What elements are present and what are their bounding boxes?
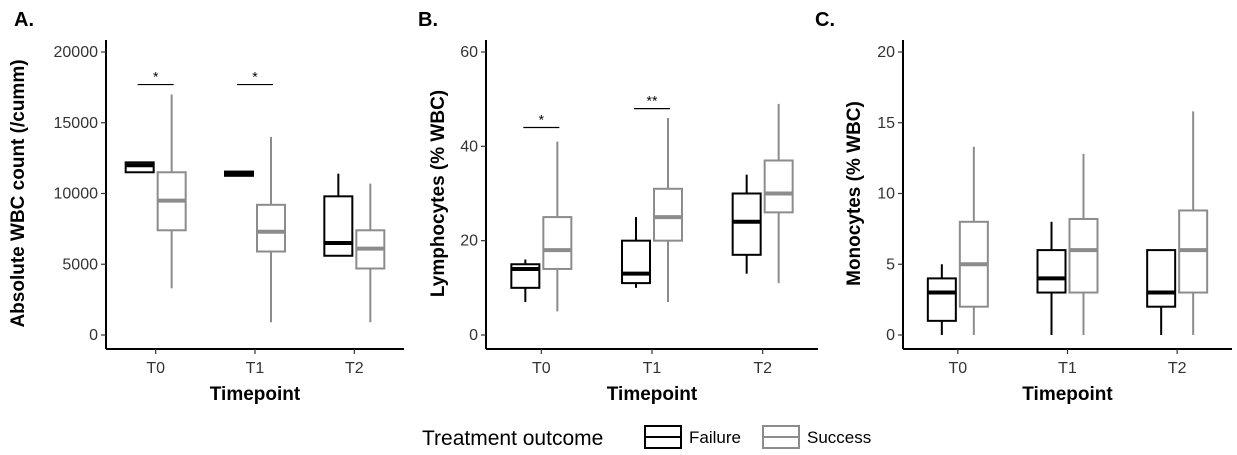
y-tick-label: 20 (877, 44, 895, 61)
legend-title: Treatment outcome (422, 427, 603, 450)
significance-label: * (153, 69, 159, 85)
box-success-T1 (653, 118, 683, 302)
box-success-T0 (156, 94, 187, 289)
y-axis-title: Monocytes (% WBC) (844, 101, 865, 286)
box-body (1068, 217, 1099, 294)
y-tick-label: 10000 (54, 186, 99, 203)
box-body (1036, 249, 1067, 294)
x-tick-label: T1 (1058, 360, 1077, 377)
box-body (731, 192, 762, 256)
x-tick-label: T0 (948, 360, 967, 377)
x-axis-title: Timepoint (607, 384, 698, 405)
significance-label: * (252, 69, 258, 85)
chart-panels: A. 0 5000 10000 15000 20000 T0 T1 T2 Timepoint Abs… (8, 9, 1232, 405)
y-tick-label: 20000 (54, 44, 99, 61)
box-success-T0 (542, 141, 573, 312)
box-body (1146, 249, 1177, 308)
x-tick-label: T1 (643, 360, 662, 377)
y-tick-label: 0 (89, 327, 98, 344)
box-failure-T1 (621, 217, 651, 288)
x-tick-label: T0 (532, 360, 551, 377)
y-tick-label: 10 (877, 186, 895, 203)
box-success-T2 (763, 103, 794, 284)
y-axis-title: Lymphocytes (% WBC) (428, 90, 449, 297)
y-tick-label: 20 (460, 233, 478, 250)
significance-label: * (539, 111, 545, 127)
box-success-T0 (958, 146, 989, 335)
box-failure-T0 (926, 264, 957, 335)
y-tick-label: 5 (886, 256, 895, 273)
x-tick-label: T1 (246, 360, 265, 377)
legend-label: Success (807, 428, 871, 447)
panel-3: C. 0 5 10 15 20 T0 T1 T2 Timepoint Monocytes (% WB… (815, 9, 1232, 405)
y-tick-label: 15 (877, 115, 895, 132)
legend-entry-failure: Failure (644, 425, 741, 449)
panel-label: C. (815, 9, 835, 31)
box-failure-T0 (510, 259, 541, 302)
y-tick-label: 15000 (54, 115, 99, 132)
box-success-T2 (1178, 111, 1209, 335)
box-body (323, 195, 354, 257)
x-tick-label: T2 (345, 360, 364, 377)
panel-label: A. (14, 9, 34, 31)
y-tick-label: 40 (460, 138, 478, 155)
panel-label: B. (418, 9, 438, 31)
box-failure-T2 (1146, 249, 1177, 335)
x-axis-title: Timepoint (210, 384, 301, 405)
legend: Treatment outcome Failure Success (422, 425, 871, 450)
legend-entry-success: Success (762, 425, 871, 449)
box-body (256, 203, 286, 253)
y-tick-label: 60 (460, 44, 478, 61)
x-tick-label: T0 (146, 360, 165, 377)
box-failure-T1 (224, 170, 254, 177)
panel-2: B. 0 20 40 60 T0 T1 T2 Timepoint Lymphocytes (% W… (418, 9, 818, 405)
box-failure-T1 (1036, 221, 1067, 335)
box-failure-T2 (323, 173, 354, 257)
x-tick-label: T2 (1168, 360, 1187, 377)
box-body (542, 216, 573, 270)
legend-label: Failure (689, 428, 741, 447)
box-body (621, 239, 651, 285)
x-axis-title: Timepoint (1022, 384, 1113, 405)
y-tick-label: 0 (886, 327, 895, 344)
box-failure-T2 (731, 174, 762, 274)
y-tick-label: 5000 (62, 256, 98, 273)
box-success-T1 (1068, 153, 1099, 335)
box-failure-T0 (124, 161, 155, 174)
panel-1: A. 0 5000 10000 15000 20000 T0 T1 T2 Timepoint Abs… (8, 9, 404, 405)
box-body (124, 161, 155, 174)
box-body (653, 187, 683, 242)
box-body (926, 277, 957, 322)
significance-label: ** (647, 93, 658, 109)
y-axis-title: Absolute WBC count (/cumm) (8, 59, 29, 327)
box-body (763, 159, 794, 214)
box-success-T1 (256, 136, 286, 323)
y-tick-label: 0 (469, 327, 478, 344)
box-success-T2 (355, 183, 386, 323)
x-tick-label: T2 (753, 360, 772, 377)
